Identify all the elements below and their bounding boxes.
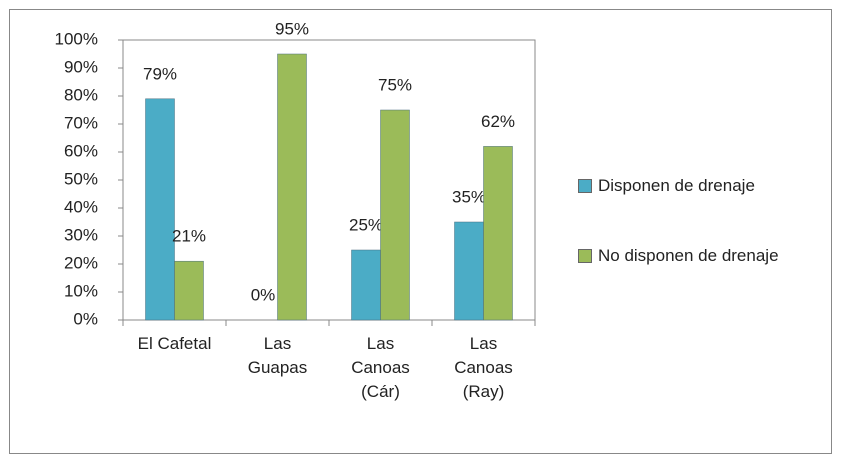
bar [145,98,175,321]
y-tick-label: 100% [55,29,98,48]
y-tick-label: 50% [64,169,98,188]
y-tick-label: 10% [64,281,98,300]
x-tick-label: El Cafetal [137,334,212,353]
y-tick-label: 70% [64,113,98,132]
legend-swatch [578,179,592,193]
legend-entry: No disponen de drenaje [578,242,838,270]
y-tick-label: 60% [64,141,98,160]
data-label: 35% [452,187,486,206]
y-tick-label: 30% [64,225,98,244]
x-tick-label: Las Canoas (Ray) [454,334,513,401]
legend-label: No disponen de drenaje [598,246,779,265]
bar [277,53,307,321]
y-tick-label: 90% [64,57,98,76]
bar [483,146,513,321]
y-tick-label: 20% [64,253,98,272]
legend-entry: Disponen de drenaje [578,172,838,200]
data-label: 79% [143,64,177,83]
data-label: 21% [172,227,206,246]
y-tick-label: 80% [64,85,98,104]
y-tick-label: 40% [64,197,98,216]
x-tick-label: Las Guapas [247,334,308,377]
x-tick-label: Las Canoas (Cár) [351,334,410,401]
bar [454,221,484,321]
data-label: 25% [349,215,383,234]
data-label: 75% [378,75,412,94]
legend-label: Disponen de drenaje [598,176,755,195]
bar [380,109,410,321]
data-label: 62% [481,112,515,131]
data-label: 0% [251,285,276,304]
y-tick-label: 0% [73,309,98,328]
bar [351,249,381,321]
legend-swatch [578,249,592,263]
bar [174,260,204,321]
data-label: 95% [275,19,309,38]
